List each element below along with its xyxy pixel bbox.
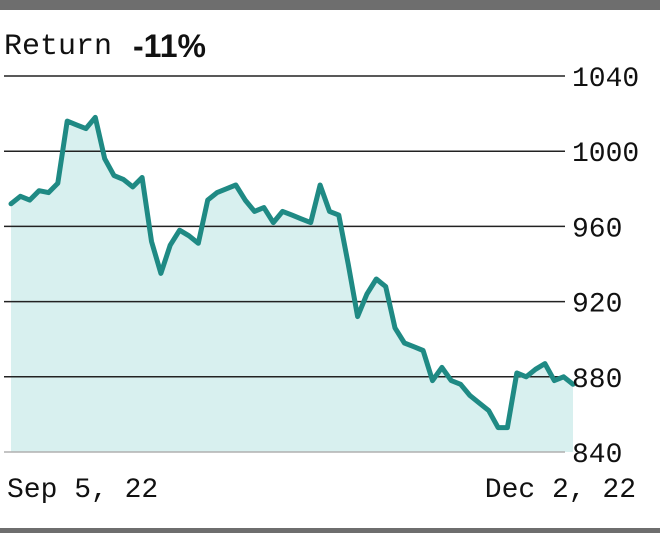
top-border (0, 0, 660, 10)
x-tick-label-start: Sep 5, 22 (7, 475, 158, 506)
y-tick-label-840: 840 (572, 440, 622, 471)
y-tick-label-960: 960 (572, 214, 622, 245)
y-tick-label-920: 920 (572, 290, 622, 321)
return-value: -11% (133, 28, 206, 64)
y-tick-label-1000: 1000 (572, 139, 639, 170)
area-fill (11, 117, 573, 453)
y-tick-label-1040: 1040 (572, 64, 639, 95)
bottom-border (0, 528, 660, 533)
series-line (8, 114, 576, 431)
y-tick-label-880: 880 (572, 365, 622, 396)
chart-title: Return -11% (4, 28, 206, 70)
return-label: Return (4, 30, 113, 64)
x-tick-label-end: Dec 2, 22 (485, 475, 636, 506)
